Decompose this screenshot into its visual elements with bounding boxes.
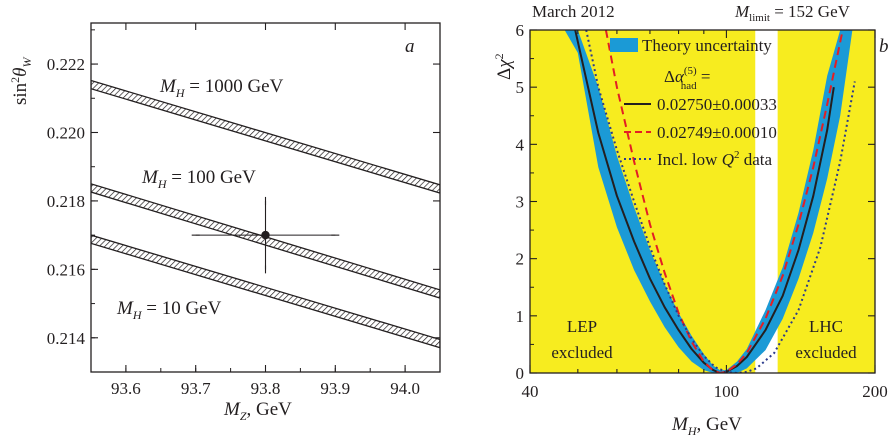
- mh-band-0: [91, 79, 440, 194]
- curve-label-10: MH = 10 GeV: [116, 298, 222, 322]
- panel-b-curves: [530, 30, 856, 373]
- lhc-label: LHC: [809, 317, 843, 336]
- y-tick-label: 0.222: [47, 55, 85, 74]
- x-tick-label: 93.6: [111, 379, 141, 398]
- panel-b-letter: b: [879, 36, 889, 57]
- legend-dashed-label: 0.02749±0.00010: [657, 123, 777, 142]
- y-tick-label: 0: [516, 364, 525, 383]
- y-tick-label: 5: [516, 78, 525, 97]
- title-right: Mlimit = 152 GeV: [734, 2, 851, 24]
- x-tick-label: 94.0: [390, 379, 420, 398]
- mh-band-2: [91, 234, 440, 349]
- y-tick-label: 0.216: [47, 260, 85, 279]
- panel-a-ylabel: sin2θW: [8, 56, 34, 105]
- y-tick-label: 3: [516, 193, 525, 212]
- y-tick-label: 0.220: [47, 123, 85, 142]
- y-tick-label: 0.218: [47, 192, 85, 211]
- panel-b: 0 1 2 3 4 5 6 40 100 200 March 2012 Mlimit = 152 …: [492, 2, 889, 438]
- legend: Theory uncertainty Δα(5) had = 0.02750±0.…: [610, 36, 777, 169]
- legend-header: Δα(5) had =: [664, 65, 710, 92]
- y-tick-label: 4: [516, 135, 525, 154]
- legend-solid-label: 0.02750±0.00033: [657, 95, 777, 114]
- panel-a: 93.6 93.7 93.8 93.9 94.0 0.214 0.216 0.218 0.220…: [8, 22, 441, 423]
- excluded-region-0: [530, 30, 756, 373]
- x-tick-label: 40: [522, 382, 539, 401]
- curve-solid: [574, 30, 835, 373]
- y-tick-label: 2: [516, 250, 525, 269]
- y-tick-label: 6: [516, 21, 525, 40]
- x-tick-label: 100: [714, 382, 740, 401]
- curve-label-1000: MH = 1000 GeV: [159, 76, 284, 100]
- panel-b-xlabel: MH, GeV: [671, 414, 742, 438]
- title-left: March 2012: [532, 2, 615, 21]
- lep-excluded: excluded: [551, 343, 613, 362]
- legend-dotted-label: Incl. low Q2 data: [657, 149, 772, 169]
- curve-dotted: [585, 30, 856, 373]
- x-tick-label: 93.7: [181, 379, 211, 398]
- panel-b-ylabel: Δχ2: [492, 53, 515, 80]
- x-tick-label: 200: [862, 382, 888, 401]
- measurement-point: [261, 230, 270, 240]
- lep-label: LEP: [567, 317, 597, 336]
- x-tick-label: 93.9: [320, 379, 350, 398]
- curve-label-100: MH = 100 GeV: [141, 167, 256, 191]
- legend-band-swatch: [610, 38, 638, 52]
- panel-a-xlabel: MZ, GeV: [223, 399, 292, 423]
- curve-dashed: [604, 30, 844, 373]
- legend-band-label: Theory uncertainty: [642, 36, 772, 55]
- x-tick-label: 93.8: [251, 379, 281, 398]
- panel-a-data-point: [191, 196, 340, 274]
- y-tick-label: 1: [516, 307, 525, 326]
- panel-a-letter: a: [405, 36, 415, 57]
- y-tick-label: 0.214: [47, 329, 86, 348]
- lhc-excluded: excluded: [795, 343, 857, 362]
- panel-b-ticks: 0 1 2 3 4 5 6 40 100 200: [516, 21, 888, 401]
- panel-a-ticks: 93.6 93.7 93.8 93.9 94.0 0.214 0.216 0.218 0.220…: [47, 23, 440, 398]
